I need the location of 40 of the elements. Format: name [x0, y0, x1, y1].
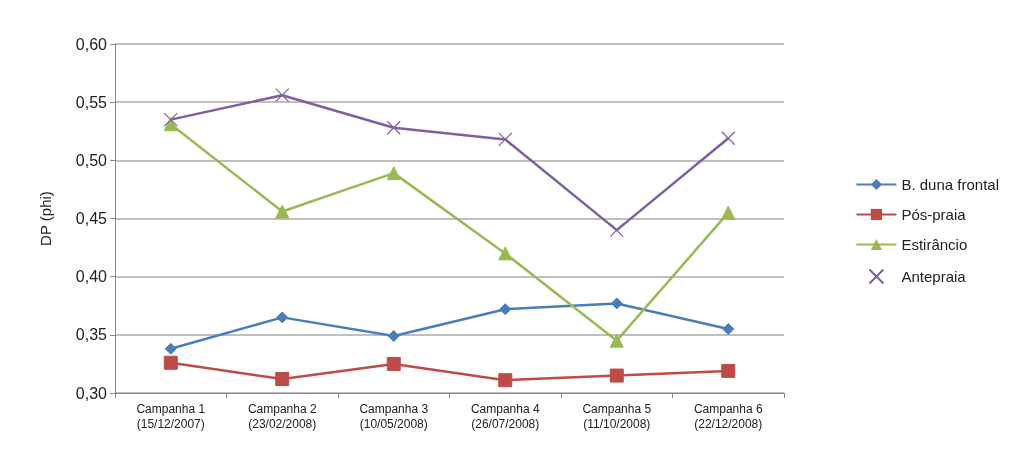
point: [275, 204, 290, 219]
x-tick-label: Campanha 3 (10/05/2008): [359, 401, 429, 431]
point: [275, 372, 290, 387]
point: [386, 356, 401, 371]
point: [498, 132, 513, 147]
point: [609, 333, 624, 348]
point: [387, 330, 400, 342]
point: [163, 355, 178, 370]
point: [276, 311, 289, 324]
point: [609, 223, 624, 238]
point: [609, 368, 624, 383]
point: [498, 246, 513, 261]
point: [275, 88, 290, 103]
x-tick-label: Campanha 4 (26/07/2008): [470, 401, 540, 431]
y-tick-label: 0,30: [75, 384, 108, 402]
y-tick-label: 0,50: [75, 151, 108, 169]
legend-label: B. duna frontal: [901, 176, 1000, 193]
legend-label: Estirâncio: [901, 236, 968, 253]
point: [386, 166, 401, 181]
y-tick-label: 0,55: [75, 93, 108, 111]
point: [386, 120, 401, 135]
point: [610, 297, 623, 310]
y-tick-label: 0,45: [75, 210, 108, 227]
legend-label: Antepraia: [901, 268, 967, 285]
point: [721, 205, 736, 220]
point: [164, 342, 177, 355]
point: [721, 363, 736, 378]
y-axis-title: DP (phi): [37, 191, 54, 246]
y-tick-label: 0,35: [75, 326, 108, 344]
x-tick-label: Campanha 6 (22/12/2008): [693, 401, 763, 431]
point: [163, 112, 178, 127]
point: [722, 323, 735, 336]
x-tick-label: Campanha 5 (11/10/2008): [582, 401, 652, 431]
x-tick-label: Campanha 1 (15/12/2007): [136, 401, 206, 431]
y-tick-label: 0,60: [75, 35, 108, 53]
legend-label: Pós-praia: [901, 206, 967, 223]
x-tick-label: Campanha 2 (23/02/2008): [247, 401, 317, 431]
point: [498, 373, 513, 388]
y-tick-label: 0,40: [75, 268, 108, 286]
point: [721, 131, 736, 146]
